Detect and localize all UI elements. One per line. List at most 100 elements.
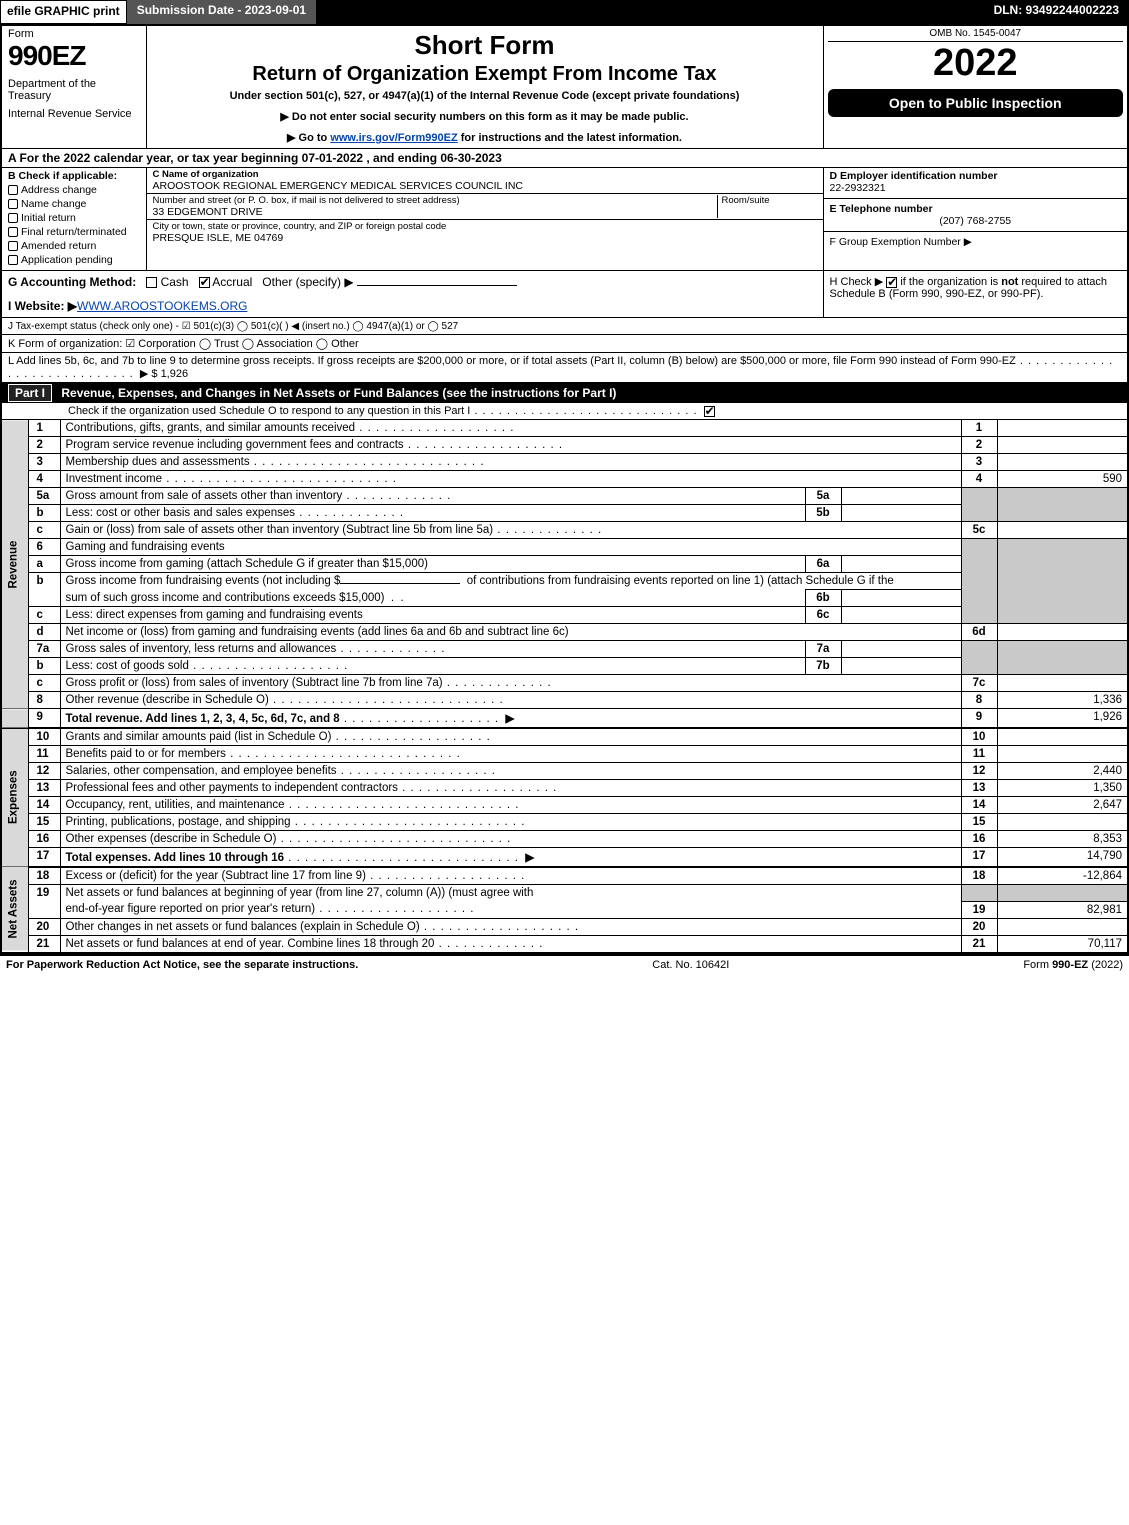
rl-19: 19 xyxy=(961,901,997,918)
phone: (207) 768-2755 xyxy=(830,215,1122,227)
ln-14: 14 xyxy=(28,797,60,814)
desc-5c: Gain or (loss) from sale of assets other… xyxy=(60,522,961,539)
ln-17: 17 xyxy=(28,848,60,868)
ln-18: 18 xyxy=(28,867,60,885)
rv-5a-grey xyxy=(997,488,1127,505)
rv-4: 590 xyxy=(997,471,1127,488)
il-5b: 5b xyxy=(805,505,841,522)
desc-7b: Less: cost of goods sold xyxy=(60,658,805,675)
accrual-label: Accrual xyxy=(212,275,252,289)
addr-label: Number and street (or P. O. box, if mail… xyxy=(153,195,717,206)
rl-7c: 7c xyxy=(961,675,997,692)
line-h-not: not xyxy=(1001,276,1018,288)
rl-6b-grey xyxy=(961,573,997,590)
room-label: Room/suite xyxy=(722,195,817,206)
form-id-cell: Form 990EZ Department of the Treasury In… xyxy=(1,25,146,149)
cb-initial-return[interactable]: Initial return xyxy=(8,212,140,224)
desc-11: Benefits paid to or for members xyxy=(60,746,961,763)
cb-address-change[interactable]: Address change xyxy=(8,184,140,196)
desc-6d: Net income or (loss) from gaming and fun… xyxy=(60,624,961,641)
rl-4: 4 xyxy=(961,471,997,488)
rl-11: 11 xyxy=(961,746,997,763)
cb-name-change[interactable]: Name change xyxy=(8,198,140,210)
rv-11 xyxy=(997,746,1127,763)
desc-5a: Gross amount from sale of assets other t… xyxy=(60,488,805,505)
top-bar: efile GRAPHIC print Submission Date - 20… xyxy=(0,0,1129,24)
rl-21: 21 xyxy=(961,935,997,952)
c-label: C Name of organization xyxy=(153,169,817,180)
checkbox-checked-icon[interactable] xyxy=(199,277,210,288)
desc-13: Professional fees and other payments to … xyxy=(60,780,961,797)
blank-amount xyxy=(340,583,460,584)
footer-left: For Paperwork Reduction Act Notice, see … xyxy=(6,959,358,971)
part-i-header: Part I Revenue, Expenses, and Changes in… xyxy=(1,383,1128,404)
rv-16: 8,353 xyxy=(997,831,1127,848)
line-l-amount: ▶ $ 1,926 xyxy=(140,368,188,380)
rl-6d: 6d xyxy=(961,624,997,641)
line-h-post: if the organization is xyxy=(900,276,1001,288)
ln-7c: c xyxy=(28,675,60,692)
line-l-text: L Add lines 5b, 6c, and 7b to line 9 to … xyxy=(8,355,1016,367)
rl-3: 3 xyxy=(961,454,997,471)
rl-12: 12 xyxy=(961,763,997,780)
website-link[interactable]: WWW.AROOSTOOKEMS.ORG xyxy=(77,299,247,313)
ln-5c: c xyxy=(28,522,60,539)
desc-4: Investment income xyxy=(60,471,961,488)
rv-2 xyxy=(997,437,1127,454)
ln-16: 16 xyxy=(28,831,60,848)
ln-1: 1 xyxy=(28,420,60,437)
checkbox-checked-icon[interactable] xyxy=(704,406,715,417)
rv-6d xyxy=(997,624,1127,641)
rv-12: 2,440 xyxy=(997,763,1127,780)
dln: DLN: 93492244002223 xyxy=(984,0,1129,24)
checkbox-icon[interactable] xyxy=(146,277,157,288)
rv-8: 1,336 xyxy=(997,692,1127,709)
cb-final-return[interactable]: Final return/terminated xyxy=(8,226,140,238)
d-label: D Employer identification number xyxy=(830,170,998,182)
rl-1: 1 xyxy=(961,420,997,437)
checkbox-checked-icon[interactable] xyxy=(886,277,897,288)
open-to-public: Open to Public Inspection xyxy=(828,89,1124,117)
desc-5b: Less: cost or other basis and sales expe… xyxy=(60,505,805,522)
ln-5a: 5a xyxy=(28,488,60,505)
line-g-cell: G Accounting Method: Cash Accrual Other … xyxy=(1,271,823,318)
cb-amended-return[interactable]: Amended return xyxy=(8,240,140,252)
rv-9: 1,926 xyxy=(997,709,1127,729)
rv-19: 82,981 xyxy=(997,901,1127,918)
arrow-line-2: ▶ Go to www.irs.gov/Form990EZ for instru… xyxy=(155,131,815,144)
ln-20: 20 xyxy=(28,918,60,935)
rl-6a-grey xyxy=(961,556,997,573)
rv-5b-grey xyxy=(997,505,1127,522)
e-label: E Telephone number xyxy=(830,203,933,215)
footer-right: Form 990-EZ (2022) xyxy=(1023,959,1123,971)
omb-number: OMB No. 1545-0047 xyxy=(828,28,1124,42)
rl-9: 9 xyxy=(961,709,997,729)
rv-21: 70,117 xyxy=(997,935,1127,952)
line-l: L Add lines 5b, 6c, and 7b to line 9 to … xyxy=(1,353,1128,383)
dept-irs: Internal Revenue Service xyxy=(8,108,140,120)
rv-5c xyxy=(997,522,1127,539)
line-h-cell: H Check ▶ if the organization is not req… xyxy=(823,271,1128,318)
irs-link[interactable]: www.irs.gov/Form990EZ xyxy=(330,132,457,144)
rl-10: 10 xyxy=(961,728,997,746)
rv-6a-grey xyxy=(997,556,1127,573)
desc-14: Occupancy, rent, utilities, and maintena… xyxy=(60,797,961,814)
ln-10: 10 xyxy=(28,728,60,746)
rl-17: 17 xyxy=(961,848,997,868)
check-b-cell: B Check if applicable: Address change Na… xyxy=(1,168,146,271)
ln-9: 9 xyxy=(28,709,60,729)
rl-5a-grey xyxy=(961,488,997,505)
checkbox-icon xyxy=(8,255,18,265)
rl-14: 14 xyxy=(961,797,997,814)
ln-15: 15 xyxy=(28,814,60,831)
subtitle: Under section 501(c), 527, or 4947(a)(1)… xyxy=(155,90,815,102)
ln-4: 4 xyxy=(28,471,60,488)
form-table: Form 990EZ Department of the Treasury In… xyxy=(0,24,1129,954)
desc-18: Excess or (deficit) for the year (Subtra… xyxy=(60,867,961,885)
cb-application-pending[interactable]: Application pending xyxy=(8,254,140,266)
ein: 22-2932321 xyxy=(830,182,1122,194)
rv-15 xyxy=(997,814,1127,831)
rl-5b-grey xyxy=(961,505,997,522)
il-6a: 6a xyxy=(805,556,841,573)
part-i-label: Part I xyxy=(8,384,52,402)
